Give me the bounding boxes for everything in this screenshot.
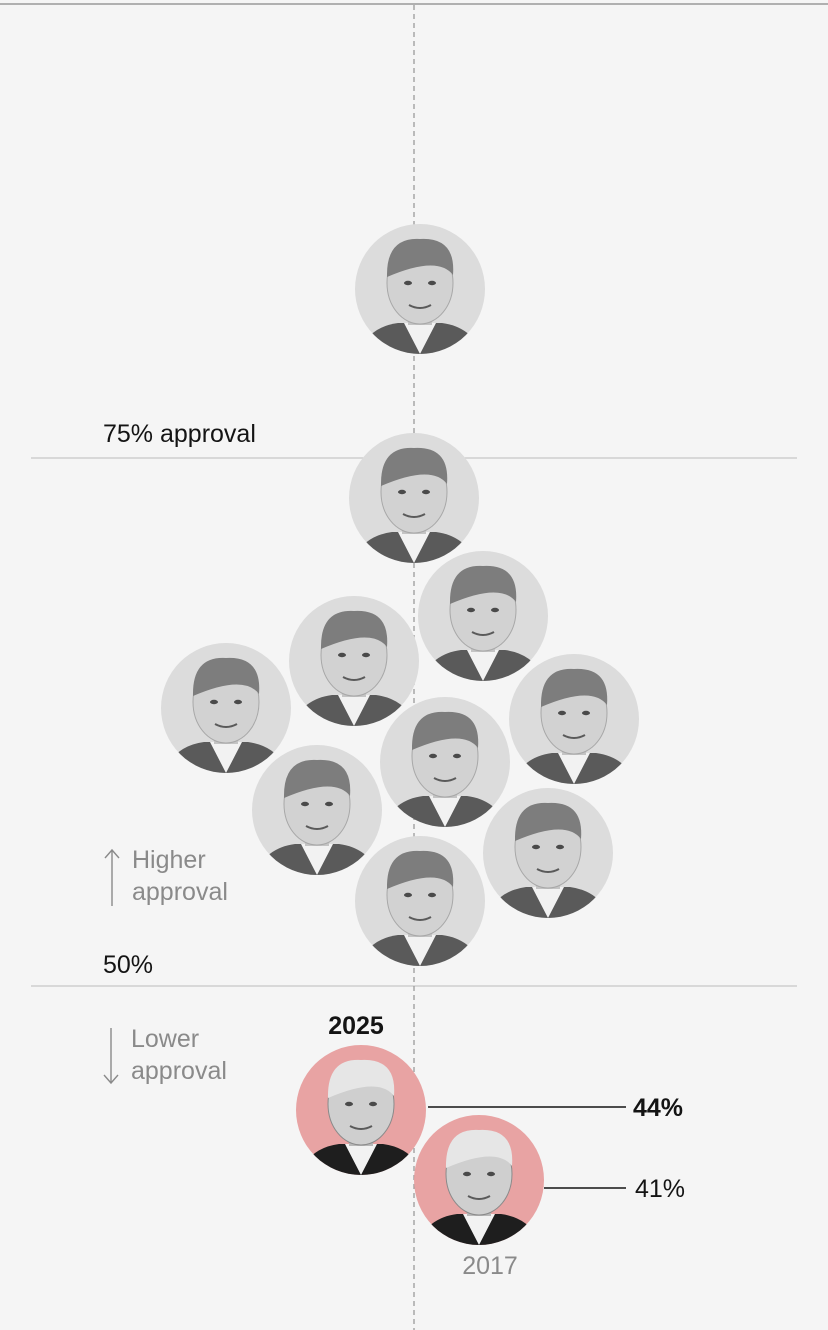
person-silhouette-icon [421,565,545,681]
down-arrow-head-icon [103,1074,119,1085]
portrait-obama [289,596,419,726]
portrait-kennedy [355,224,485,354]
lower-approval-line1: Lower [131,1025,199,1053]
portrait-clinton [355,836,485,966]
person-silhouette-icon [512,668,636,784]
portraits-layer [161,224,639,1245]
portrait-nixon [380,697,510,827]
portrait-eisenhower [349,433,479,563]
lower-approval-line2: approval [131,1057,227,1085]
gridline-50-label: 50% [103,951,153,979]
year-label-2017: 2017 [462,1252,518,1280]
higher-approval-line2: approval [132,878,228,906]
year-label-2025: 2025 [328,1012,384,1040]
value-label-2025: 44% [633,1094,683,1122]
portrait-biden [483,788,613,918]
portrait-trump-2025 [296,1045,426,1175]
portrait-carter [161,643,291,773]
higher-approval-annotation: Higher approval [104,846,228,906]
portrait-trump-2017 [414,1115,544,1245]
person-silhouette-icon [358,850,482,966]
portrait-bush-sr [252,745,382,875]
person-silhouette-icon [299,1059,423,1175]
portrait-bush-jr [509,654,639,784]
value-label-2017: 41% [635,1175,685,1203]
lower-approval-annotation: Lower approval [103,1025,227,1085]
gridline-75-label: 75% approval [103,420,256,448]
portrait-reagan [418,551,548,681]
up-arrow-head-icon [104,848,120,859]
higher-approval-line1: Higher [132,846,206,874]
